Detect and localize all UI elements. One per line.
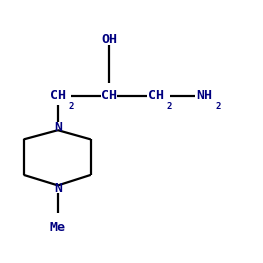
Text: 2: 2 <box>68 102 74 111</box>
Text: N: N <box>54 121 62 134</box>
Text: 2: 2 <box>167 102 172 111</box>
Text: CH: CH <box>50 89 66 103</box>
Text: CH: CH <box>149 89 164 103</box>
Text: NH: NH <box>196 89 212 103</box>
Text: OH: OH <box>101 33 117 46</box>
Text: CH: CH <box>101 89 117 103</box>
Text: 2: 2 <box>216 102 221 111</box>
Text: Me: Me <box>50 221 66 234</box>
Text: N: N <box>54 181 62 195</box>
